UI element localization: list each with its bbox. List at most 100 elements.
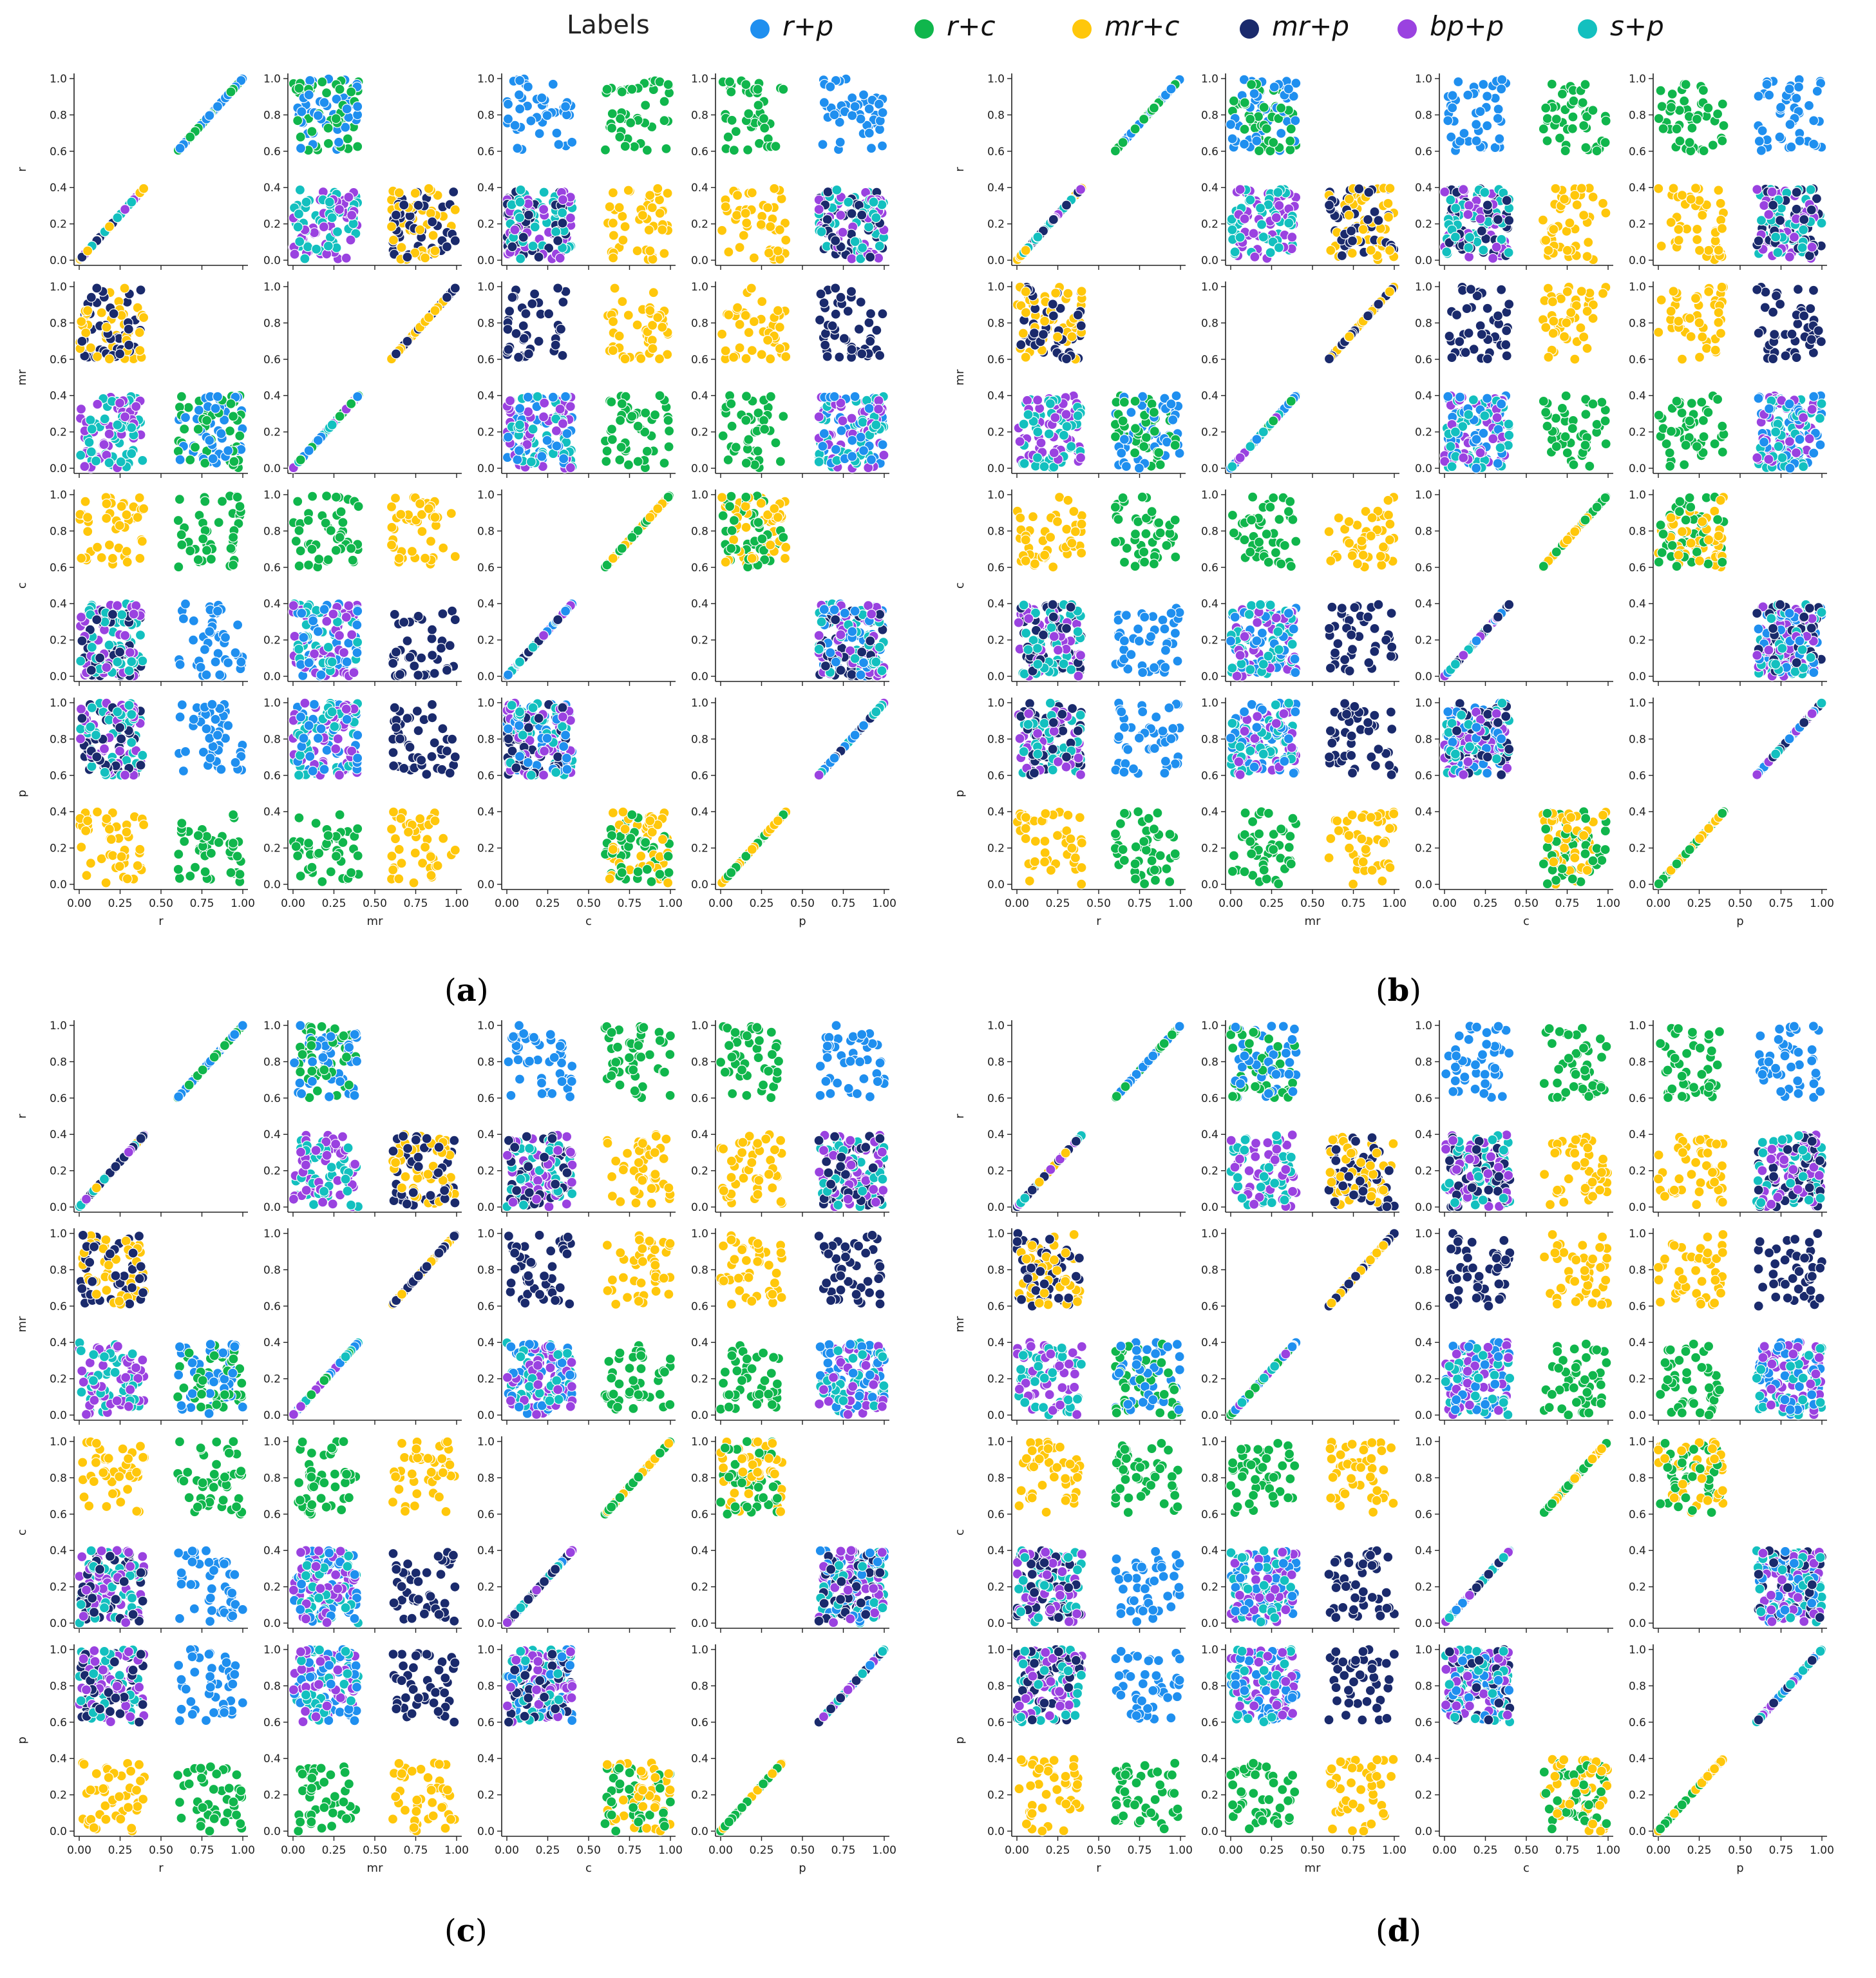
scatter-point-mr-c — [138, 819, 149, 830]
y-tick-label: 0.2 — [1201, 218, 1218, 231]
scatter-point-mr-p — [95, 652, 106, 663]
scatter-point-r-c — [346, 867, 357, 879]
scatter-point-mr-p — [390, 209, 402, 220]
y-tick-label: 0.6 — [477, 354, 495, 366]
scatter-point-r-c — [616, 398, 627, 410]
scatter-point-bp-p — [538, 770, 549, 781]
scatter-point-s-p — [294, 236, 305, 247]
scatter-point-r-c — [663, 425, 675, 437]
scatter-point-r-c — [193, 830, 204, 841]
scatter-point-bp-p — [509, 224, 520, 235]
scatter-point-r-c — [200, 866, 211, 877]
scatter-point-r-c — [330, 491, 342, 502]
scatter-point-s-p — [117, 609, 128, 620]
scatter-point-mr-p — [135, 285, 146, 296]
scatter-point-r-c — [741, 491, 752, 502]
scatter-point-s-p — [871, 707, 882, 718]
scatter-point-r-c — [213, 517, 224, 528]
scatter-point-bp-p — [334, 204, 345, 215]
scatter-point-s-p — [99, 414, 110, 424]
scatter-point-r-c — [726, 491, 737, 502]
scatter-point-mr-c — [446, 508, 457, 519]
subplot-r-vs-r: 0.00.20.40.60.81.0r — [953, 73, 1186, 270]
x-axis-label: p — [799, 915, 806, 928]
scatter-point-s-p — [831, 184, 842, 195]
scatter-point-s-p — [857, 417, 868, 428]
scatter-point-s-p — [514, 656, 526, 667]
scatter-point-r-c — [741, 457, 752, 469]
scatter-point-r-c — [640, 407, 651, 419]
scatter-point-mr-c — [81, 870, 92, 881]
y-tick-label: 0.4 — [1201, 182, 1218, 195]
y-tick-label: 1.0 — [477, 73, 495, 86]
scatter-point-mr-p — [413, 200, 424, 211]
scatter-point-r-c — [641, 864, 653, 875]
scatter-point-r-p — [839, 607, 850, 619]
scatter-point-mr-p — [857, 647, 867, 658]
panel-label: (a) — [444, 973, 489, 1009]
scatter-point-mr-p — [115, 647, 126, 658]
scatter-point-r-c — [314, 848, 325, 859]
x-tick-label: 0.75 — [618, 897, 642, 910]
scatter-point-mr-p — [426, 751, 437, 762]
scatter-point-r-p — [561, 752, 573, 764]
legend-label: bp+p — [1430, 10, 1504, 42]
y-tick-label: 0.4 — [263, 182, 281, 195]
scatter-point-mr-p — [864, 317, 875, 328]
scatter-point-r-c — [1148, 102, 1159, 113]
scatter-point-r-p — [562, 428, 573, 439]
scatter-point-mr-c — [607, 252, 619, 263]
scatter-point-r-p — [560, 605, 571, 616]
y-tick-label: 0.6 — [477, 146, 495, 158]
scatter-point-bp-p — [565, 401, 576, 412]
scatter-point-r-c — [334, 532, 345, 543]
scatter-point-r-c — [200, 496, 211, 507]
y-tick-label: 1.0 — [50, 489, 67, 502]
scatter-point-s-p — [292, 222, 303, 233]
scatter-point-mr-p — [877, 309, 888, 319]
scatter-point-r-c — [663, 79, 674, 90]
scatter-point-mr-c — [430, 245, 441, 256]
scatter-point-mr-p — [830, 614, 841, 625]
scatter-point-mr-c — [607, 218, 619, 229]
y-tick-label: 0.8 — [691, 525, 708, 538]
scatter-point-s-p — [126, 709, 137, 720]
scatter-point-r-p — [312, 733, 323, 744]
scatter-point-mr-c — [101, 813, 112, 824]
scatter-point-mr-c — [618, 806, 629, 817]
scatter-point-mr-c — [728, 352, 739, 363]
scatter-point-r-p — [341, 714, 352, 725]
x-tick-label: 0.25 — [108, 897, 133, 910]
y-tick-label: 0.8 — [691, 317, 708, 330]
scatter-point-s-p — [327, 212, 337, 223]
scatter-point-r-c — [334, 809, 345, 821]
scatter-point-r-p — [542, 733, 553, 744]
scatter-point-r-c — [193, 424, 204, 435]
scatter-point-bp-p — [334, 770, 345, 781]
scatter-point-mr-c — [738, 230, 749, 241]
scatter-point-mr-c — [425, 536, 437, 547]
scatter-point-r-p — [542, 435, 553, 446]
scatter-point-mr-p — [441, 242, 453, 252]
scatter-point-s-p — [75, 656, 86, 667]
scatter-point-r-p — [296, 607, 307, 619]
scatter-point-bp-p — [565, 213, 576, 223]
y-tick-label: 0.0 — [50, 254, 67, 267]
scatter-point-r-p — [175, 143, 185, 154]
scatter-point-bp-p — [538, 204, 549, 215]
y-tick-label: 0.6 — [50, 562, 67, 575]
scatter-point-r-c — [224, 425, 236, 437]
x-tick-label: 0.00 — [495, 897, 519, 910]
y-tick-label: 0.4 — [477, 182, 495, 195]
scatter-point-mr-c — [438, 542, 449, 553]
y-tick-label: 0.8 — [263, 733, 281, 746]
scatter-point-mr-p — [421, 768, 432, 780]
y-tick-label: 0.8 — [477, 109, 495, 122]
scatter-point-mr-c — [614, 202, 625, 213]
scatter-point-r-c — [614, 113, 626, 124]
scatter-point-r-c — [205, 848, 216, 859]
scatter-point-s-p — [86, 446, 97, 457]
scatter-point-mr-p — [390, 348, 402, 359]
scatter-point-r-p — [858, 657, 869, 669]
